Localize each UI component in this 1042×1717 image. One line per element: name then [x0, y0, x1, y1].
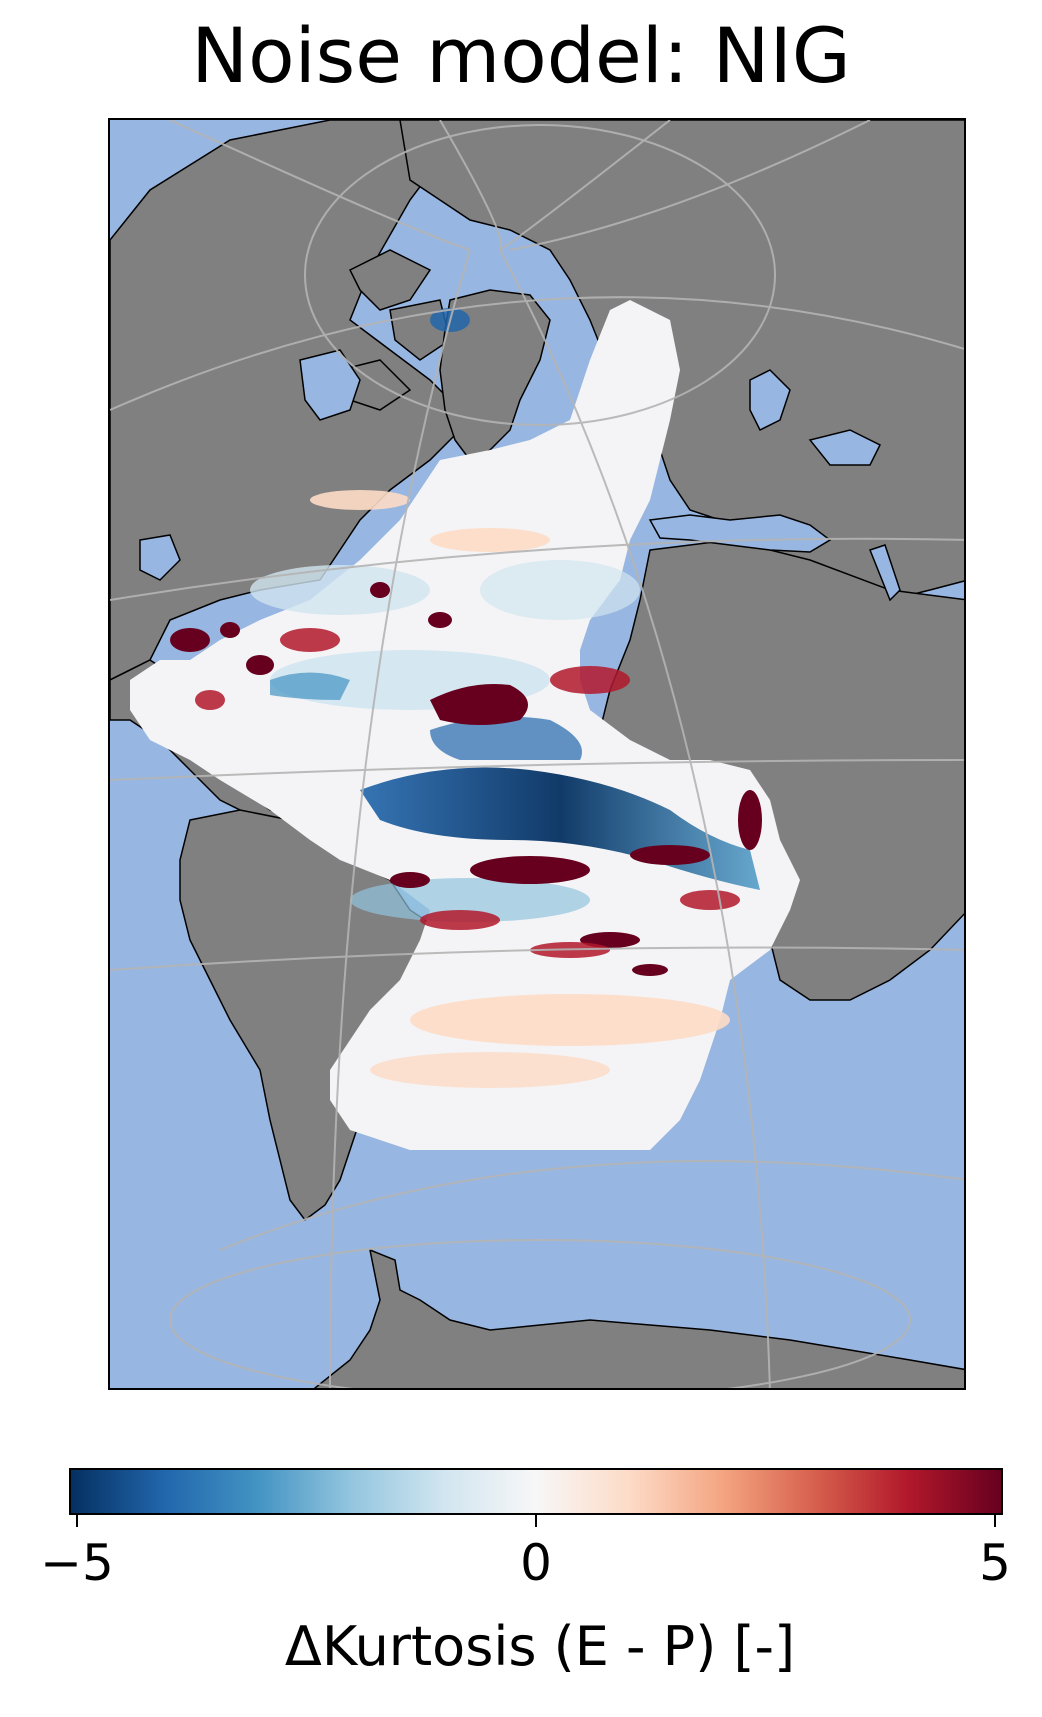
red-sea	[869, 544, 901, 602]
colorbar-tick-label-mid: 0	[520, 1534, 552, 1592]
antarctica	[313, 1248, 964, 1388]
mediterranean	[648, 514, 832, 553]
arctic-islands	[348, 249, 432, 311]
colorbar-tick-label-max: 5	[979, 1534, 1011, 1592]
black-sea	[808, 429, 882, 466]
inland-water	[139, 349, 901, 602]
colorbar-tick-label-min: −5	[40, 1534, 114, 1592]
caribbean-gulf	[139, 534, 181, 581]
kurtosis-field	[130, 300, 800, 1150]
colorbar-tick-mid	[535, 1515, 537, 1527]
baltic-sea	[749, 369, 791, 432]
hudson-bay	[299, 349, 361, 421]
colorbar-tick-min	[76, 1515, 78, 1527]
colorbar-label: ΔKurtosis (E - P) [-]	[284, 1615, 796, 1678]
graticule	[110, 120, 964, 1388]
colorbar	[69, 1468, 1003, 1515]
map-panel	[108, 118, 966, 1390]
map-title: Noise model: NIG	[191, 11, 851, 100]
colorbar-tick-max	[994, 1515, 996, 1527]
positive-patches	[170, 582, 762, 976]
